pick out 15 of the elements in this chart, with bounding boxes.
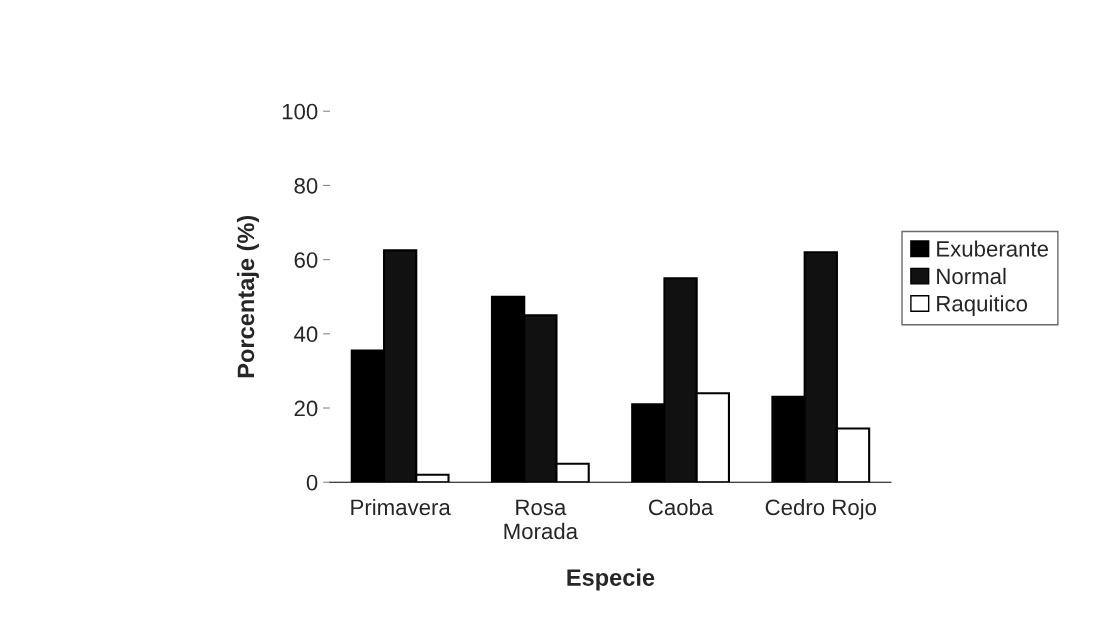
y-tick-label: 40 [294, 326, 318, 343]
x-tick-label: Primavera [351, 498, 451, 516]
legend-label: Normal [937, 267, 1006, 285]
x-tick-label: Cedro Rojo [765, 498, 877, 520]
x-tick-label: Caoba [648, 498, 714, 516]
y-axis-title: Porcentaje (%) [236, 215, 259, 378]
y-tick-label: 20 [294, 400, 318, 417]
y-tick-label: 60 [294, 252, 318, 268]
x-axis-title: Especie [567, 568, 655, 591]
y-tick-label: 80 [294, 177, 318, 194]
y-tick-label: 0 [306, 474, 318, 491]
y-tick-label: 100 [282, 103, 318, 120]
legend-label: Raquitico [937, 295, 1028, 316]
legend-label: Exuberante [937, 240, 1048, 257]
x-tick-label: Rosa Morada [504, 499, 579, 540]
